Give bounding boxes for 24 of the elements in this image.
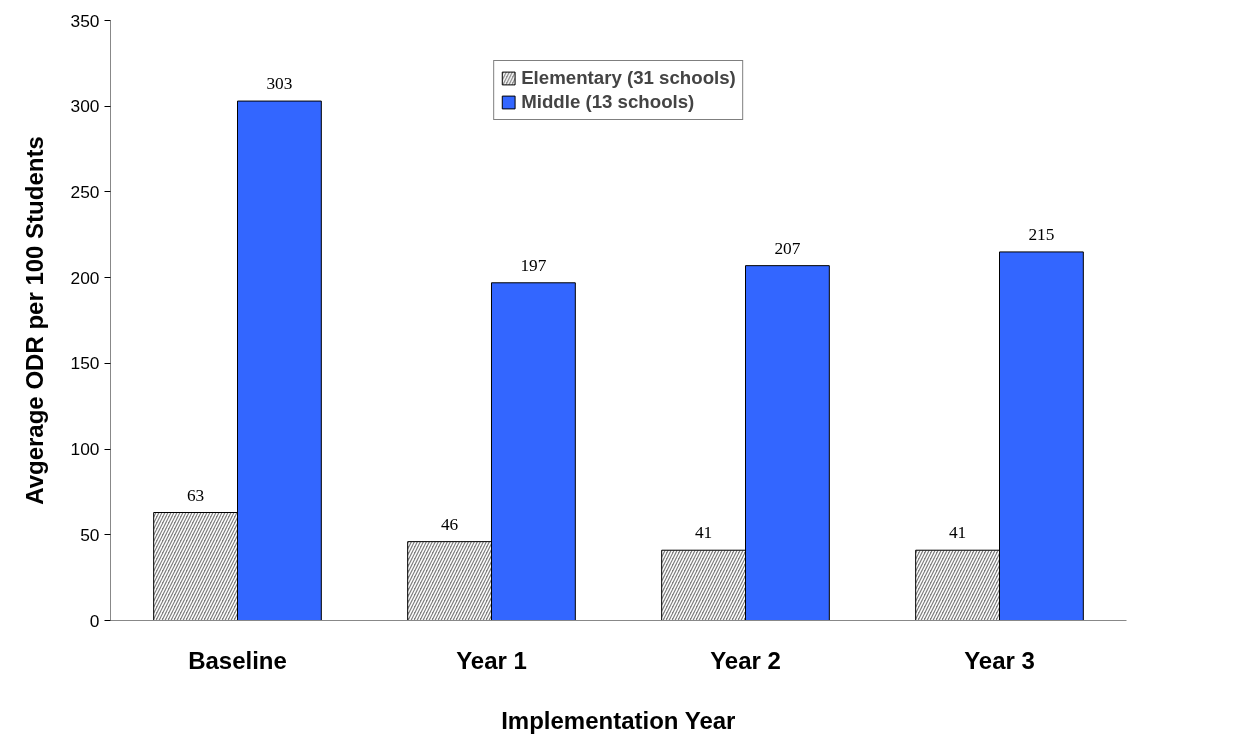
y-tick-label: 50: [80, 524, 100, 545]
data-label: 46: [440, 514, 459, 534]
legend-label: Elementary (31 schools): [521, 67, 736, 89]
data-label: 215: [1028, 224, 1055, 244]
y-tick-label: 150: [70, 353, 100, 374]
y-tick-label: 200: [70, 267, 100, 288]
y-tick-label: 100: [70, 439, 100, 460]
y-tick-label: 300: [70, 96, 100, 117]
y-tick-label: 0: [89, 610, 100, 631]
x-tick-label: Year 2: [710, 646, 781, 674]
x-tick-label: Year 3: [964, 646, 1035, 674]
data-label: 207: [774, 238, 801, 258]
y-tick-label: 350: [70, 10, 100, 31]
data-label: 197: [520, 255, 547, 275]
data-label: 41: [694, 523, 713, 543]
y-axis-title: Avgerage ODR per 100 Students: [20, 136, 48, 505]
data-label: 63: [186, 485, 205, 505]
data-label: 303: [266, 74, 293, 94]
y-tick-label: 250: [70, 181, 100, 202]
x-tick-label: Year 1: [456, 646, 527, 674]
data-label: 41: [948, 523, 967, 543]
x-axis-title: Implementation Year: [501, 706, 736, 734]
x-tick-label: Baseline: [188, 646, 287, 674]
legend-label: Middle (13 schools): [521, 91, 695, 113]
